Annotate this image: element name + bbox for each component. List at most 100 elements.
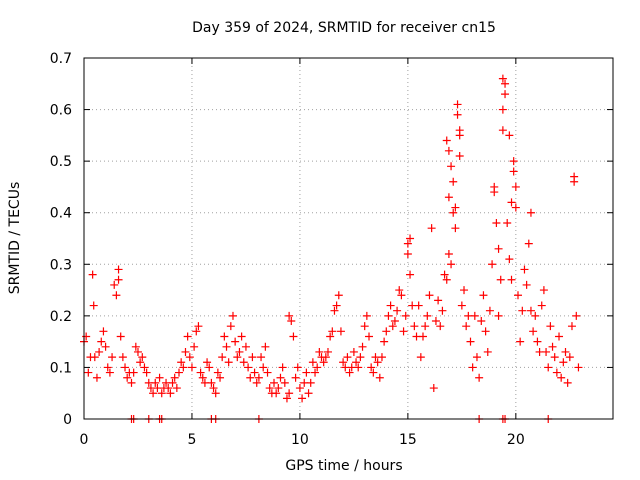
data-point	[304, 389, 313, 398]
data-point	[129, 368, 138, 377]
data-point	[572, 311, 581, 320]
data-point	[323, 347, 332, 356]
data-point	[241, 342, 250, 351]
data-point	[123, 373, 132, 382]
grid-lines	[84, 58, 613, 419]
x-tick-label: 5	[187, 432, 196, 448]
data-point	[246, 373, 255, 382]
data-point	[436, 322, 445, 331]
data-point	[574, 363, 583, 372]
data-point	[343, 353, 352, 362]
data-point	[103, 363, 112, 372]
data-point	[507, 275, 516, 284]
data-point	[183, 332, 192, 341]
data-point	[226, 322, 235, 331]
data-point	[248, 353, 257, 362]
x-tick-labels: 0 5 10 15 20	[80, 432, 525, 448]
data-point	[414, 301, 423, 310]
data-point	[108, 353, 117, 362]
data-point	[311, 368, 320, 377]
data-point	[257, 353, 266, 362]
data-point	[259, 363, 268, 372]
data-point	[418, 332, 427, 341]
y-tick-label: 0.7	[50, 51, 72, 67]
data-point	[112, 291, 121, 300]
data-point	[99, 327, 108, 336]
data-point	[181, 347, 190, 356]
data-point	[252, 378, 261, 387]
data-point	[155, 373, 164, 382]
data-point	[231, 337, 240, 346]
data-point	[166, 389, 175, 398]
data-point	[526, 306, 535, 315]
data-point	[395, 286, 404, 295]
data-point	[498, 74, 507, 83]
data-point	[449, 177, 458, 186]
data-point	[451, 203, 460, 212]
data-point	[133, 347, 142, 356]
data-point	[216, 373, 225, 382]
y-tick-label: 0.5	[50, 154, 72, 170]
data-point	[440, 270, 449, 279]
data-point	[131, 342, 140, 351]
data-point	[406, 270, 415, 279]
data-point	[315, 347, 324, 356]
plot-frame	[83, 57, 614, 420]
x-axis-label: GPS time / hours	[285, 458, 402, 474]
data-point	[451, 224, 460, 233]
data-point	[289, 332, 298, 341]
data-point	[287, 317, 296, 326]
data-point	[570, 177, 579, 186]
data-point	[293, 363, 302, 372]
data-point	[360, 322, 369, 331]
data-point	[548, 342, 557, 351]
data-point	[531, 311, 540, 320]
data-point	[114, 275, 123, 284]
axis-ticks	[83, 57, 613, 420]
data-point	[397, 291, 406, 300]
data-point	[127, 378, 136, 387]
data-point	[470, 311, 479, 320]
data-point	[561, 347, 570, 356]
data-point	[434, 296, 443, 305]
data-point	[483, 347, 492, 356]
data-point	[488, 260, 497, 269]
data-point	[330, 306, 339, 315]
data-point	[205, 363, 214, 372]
data-point	[345, 368, 354, 377]
data-point	[526, 208, 535, 217]
x-tick-label: 10	[291, 432, 309, 448]
data-point	[410, 322, 419, 331]
data-point	[110, 280, 119, 289]
data-point	[550, 353, 559, 362]
data-point	[192, 327, 201, 336]
data-point	[520, 265, 529, 274]
data-point	[164, 384, 173, 393]
data-point	[233, 353, 242, 362]
y-tick-label: 0.1	[50, 360, 72, 376]
data-point	[555, 332, 564, 341]
data-point	[492, 219, 501, 228]
data-point	[326, 332, 335, 341]
data-point	[542, 347, 551, 356]
data-point	[90, 353, 99, 362]
data-point	[168, 378, 177, 387]
data-point	[332, 301, 341, 310]
data-point	[175, 368, 184, 377]
data-point	[265, 384, 274, 393]
x-tick-label: 15	[399, 432, 417, 448]
data-point	[334, 291, 343, 300]
y-tick-label: 0	[63, 412, 72, 428]
data-point	[401, 311, 410, 320]
data-points	[80, 74, 583, 423]
data-point	[386, 301, 395, 310]
data-point	[444, 193, 453, 202]
y-axis-label: SRMTID / TECUs	[7, 182, 23, 295]
data-point	[393, 306, 402, 315]
data-point	[416, 353, 425, 362]
data-point	[479, 291, 488, 300]
data-point	[138, 353, 147, 362]
data-point	[157, 389, 166, 398]
data-point	[140, 363, 149, 372]
data-point	[358, 342, 367, 351]
